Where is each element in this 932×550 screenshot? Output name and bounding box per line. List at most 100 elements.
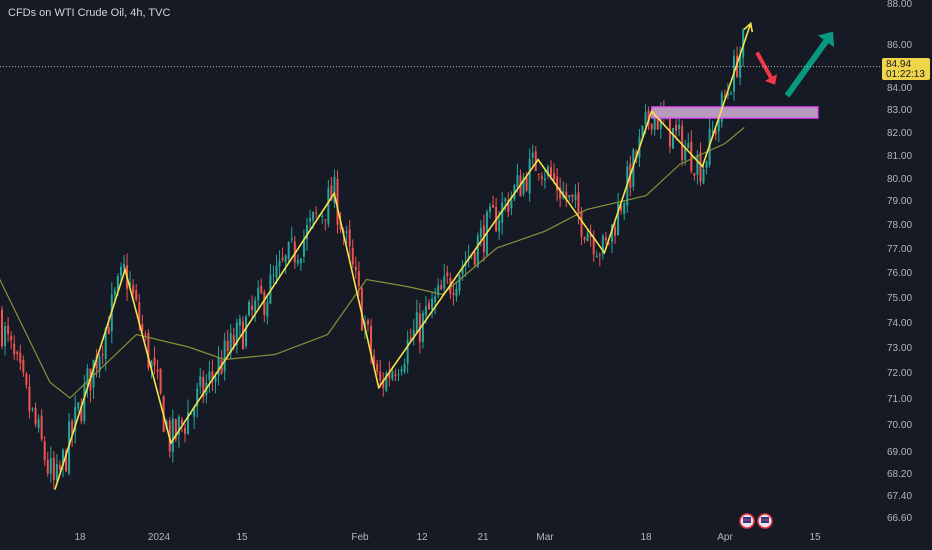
candle-body bbox=[65, 450, 68, 472]
candle-body bbox=[434, 296, 437, 303]
price-tick-label: 83.00 bbox=[887, 105, 912, 116]
candle-body bbox=[269, 274, 272, 304]
candle-body bbox=[687, 142, 690, 149]
candle-body bbox=[656, 114, 659, 130]
candle-body bbox=[232, 335, 235, 348]
candle-body bbox=[13, 343, 16, 355]
price-tick-label: 84.00 bbox=[887, 83, 912, 94]
price-tick-label: 66.60 bbox=[887, 513, 912, 524]
candle-body bbox=[717, 118, 720, 132]
candles-layer bbox=[1, 28, 745, 490]
candle-body bbox=[141, 324, 144, 331]
price-tick-label: 88.00 bbox=[887, 0, 912, 10]
candle-body bbox=[528, 158, 531, 194]
candle-body bbox=[714, 130, 717, 135]
candle-body bbox=[43, 441, 46, 461]
candle-body bbox=[159, 368, 162, 394]
candle-body bbox=[684, 147, 687, 160]
resistance-zone[interactable] bbox=[651, 106, 819, 119]
candle-body bbox=[238, 318, 241, 326]
candle-body bbox=[595, 255, 598, 258]
candle-body bbox=[647, 110, 650, 124]
candle-body bbox=[437, 285, 440, 296]
price-tick-label: 77.00 bbox=[887, 244, 912, 255]
candle-body bbox=[208, 371, 211, 380]
time-tick-label: 18 bbox=[74, 532, 86, 543]
price-tick-label: 69.00 bbox=[887, 447, 912, 458]
forecast-down-arrow[interactable] bbox=[755, 51, 777, 85]
candle-body bbox=[25, 373, 28, 385]
candle-body bbox=[153, 357, 156, 366]
candle-body bbox=[98, 356, 101, 371]
candle-body bbox=[260, 285, 263, 294]
candle-body bbox=[251, 305, 254, 311]
candle-body bbox=[245, 316, 247, 347]
moving-average-layer bbox=[0, 126, 745, 399]
candle-body bbox=[217, 358, 220, 376]
candle-body bbox=[556, 176, 559, 191]
candle-body bbox=[52, 457, 55, 480]
price-tick-label: 76.00 bbox=[887, 268, 912, 279]
price-tick-label: 82.00 bbox=[887, 128, 912, 139]
event-flags[interactable] bbox=[739, 513, 773, 529]
price-tick-label: 75.00 bbox=[887, 293, 912, 304]
price-axis[interactable]: 88.00 86.00 84.00 83.00 82.00 81.00 80.00 79.00… bbox=[887, 0, 912, 524]
candle-body bbox=[428, 302, 430, 310]
candle-body bbox=[653, 114, 656, 130]
drawings-layer[interactable] bbox=[54, 21, 835, 490]
candle-body bbox=[492, 204, 495, 208]
candle-body bbox=[543, 178, 546, 181]
forecast-up-arrow[interactable] bbox=[784, 31, 835, 98]
candle-body bbox=[135, 290, 138, 300]
candle-body bbox=[534, 151, 537, 172]
candle-body bbox=[302, 238, 305, 257]
candle-body bbox=[370, 325, 373, 355]
candle-body bbox=[19, 352, 22, 364]
price-tick-label: 86.00 bbox=[887, 40, 912, 51]
candle-body bbox=[296, 259, 299, 264]
candle-body bbox=[498, 220, 501, 232]
price-tick-label: 73.00 bbox=[887, 343, 912, 354]
economic-event-flag[interactable] bbox=[757, 513, 773, 529]
candle-body bbox=[223, 340, 226, 372]
candle-body bbox=[345, 231, 348, 233]
candle-body bbox=[385, 373, 388, 391]
candle-body bbox=[37, 419, 40, 429]
last-price-value: 84.94 bbox=[886, 58, 912, 70]
economic-event-flag[interactable] bbox=[739, 513, 755, 529]
price-tick-label: 67.40 bbox=[887, 491, 912, 502]
candle-body bbox=[187, 412, 190, 434]
candle-body bbox=[565, 191, 568, 199]
candle-body bbox=[403, 363, 406, 372]
candle-body bbox=[644, 112, 647, 125]
candle-body bbox=[254, 300, 257, 313]
candle-body bbox=[211, 371, 214, 379]
candle-body bbox=[409, 337, 412, 341]
candle-body bbox=[293, 241, 296, 263]
candle-body bbox=[650, 123, 653, 130]
candle-body bbox=[113, 290, 116, 296]
candle-body bbox=[373, 355, 376, 366]
candle-body bbox=[531, 152, 534, 158]
candle-body bbox=[360, 288, 363, 331]
candle-body bbox=[550, 167, 552, 176]
zigzag-trendline[interactable] bbox=[54, 23, 752, 490]
candle-body bbox=[501, 202, 504, 223]
candle-body bbox=[589, 234, 592, 237]
candle-body bbox=[74, 406, 77, 432]
candle-body bbox=[571, 194, 574, 197]
price-tick-label: 70.00 bbox=[887, 420, 912, 431]
candle-body bbox=[348, 229, 351, 247]
candle-body bbox=[452, 292, 455, 295]
candle-body bbox=[431, 298, 434, 310]
candle-body bbox=[388, 371, 391, 379]
time-axis[interactable]: 18 2024 15 Feb 12 21 Mar 18 Apr 15 bbox=[74, 532, 821, 543]
candle-body bbox=[312, 212, 315, 221]
candle-body bbox=[489, 206, 491, 212]
candle-body bbox=[412, 330, 415, 339]
candle-body bbox=[321, 215, 324, 217]
candle-body bbox=[49, 458, 52, 474]
time-tick-label: Apr bbox=[717, 532, 733, 543]
bar-countdown: 01:22:13 bbox=[886, 68, 925, 80]
